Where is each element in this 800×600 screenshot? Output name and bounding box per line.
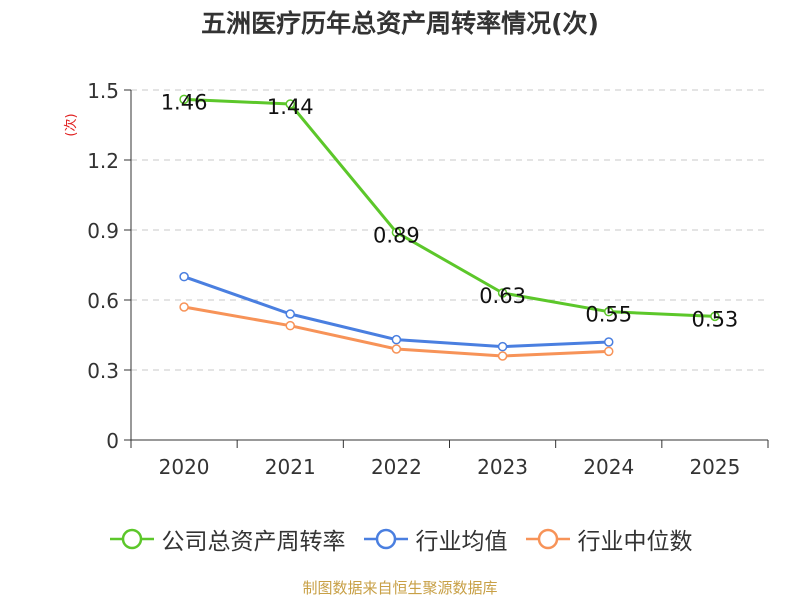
legend-marker-icon [525, 528, 570, 550]
data-point [391, 344, 402, 354]
y-tick-label: 0.6 [87, 289, 119, 313]
data-point [710, 311, 720, 322]
source-note: 制图数据来自恒生聚源数据库 [302, 579, 498, 597]
x-tick-label: 2025 [689, 455, 740, 479]
legend-item-0[interactable]: 公司总资产周转率 [108, 522, 346, 556]
data-label: 0.53 [692, 307, 739, 331]
data-labels: 1.46 1.44 0.89 0.63 0.55 0.53 [161, 90, 739, 331]
data-point [604, 337, 614, 347]
legend: 公司总资产周转率 行业均值 行业中位数 [0, 519, 800, 559]
data-point [497, 341, 508, 352]
axes: 0 0.3 0.6 0.9 1.2 1.5 2020 2021 2022 2023 2024 2025 [87, 79, 769, 479]
data-point [604, 346, 614, 357]
data-label: 0.55 [585, 303, 632, 327]
x-tick-label: 2022 [371, 455, 422, 479]
legend-label: 行业均值 [415, 529, 508, 555]
series-lines [179, 94, 720, 361]
data-point [497, 288, 508, 298]
y-tick-label: 0.3 [87, 359, 119, 383]
x-tick-label: 2021 [265, 455, 316, 479]
x-tick-label: 2023 [477, 455, 528, 479]
data-label: 0.63 [479, 284, 526, 308]
legend-label: 行业中位数 [577, 529, 693, 555]
grid-lines [131, 89, 768, 371]
data-point [285, 320, 295, 331]
legend-marker-icon [109, 528, 154, 550]
legend-marker-icon [363, 528, 408, 550]
y-tick-label: 0.9 [87, 219, 119, 243]
data-point [391, 334, 402, 345]
data-point [179, 271, 189, 282]
data-point [179, 302, 189, 312]
data-point [285, 309, 295, 319]
y-tick-label: 0 [106, 429, 119, 453]
data-point [179, 94, 189, 105]
x-tick-label: 2024 [583, 455, 634, 479]
y-tick-label: 1.5 [87, 79, 119, 103]
data-point [497, 351, 508, 361]
chart-title: 五洲医疗历年总资产周转率情况(次) [201, 9, 599, 38]
series-line-0 [184, 97, 715, 318]
data-point [285, 99, 295, 109]
legend-item-1[interactable]: 行业均值 [362, 522, 508, 556]
data-label: 0.89 [373, 223, 420, 247]
legend-label: 公司总资产周转率 [161, 529, 346, 555]
y-axis-label: (次) [63, 113, 79, 136]
y-tick-label: 1.2 [87, 149, 119, 173]
data-point [604, 306, 614, 317]
data-point [391, 227, 402, 238]
data-label: 1.44 [267, 95, 314, 119]
x-tick-label: 2020 [159, 455, 210, 479]
legend-item-2[interactable]: 行业中位数 [524, 522, 693, 556]
data-label: 1.46 [161, 90, 208, 114]
